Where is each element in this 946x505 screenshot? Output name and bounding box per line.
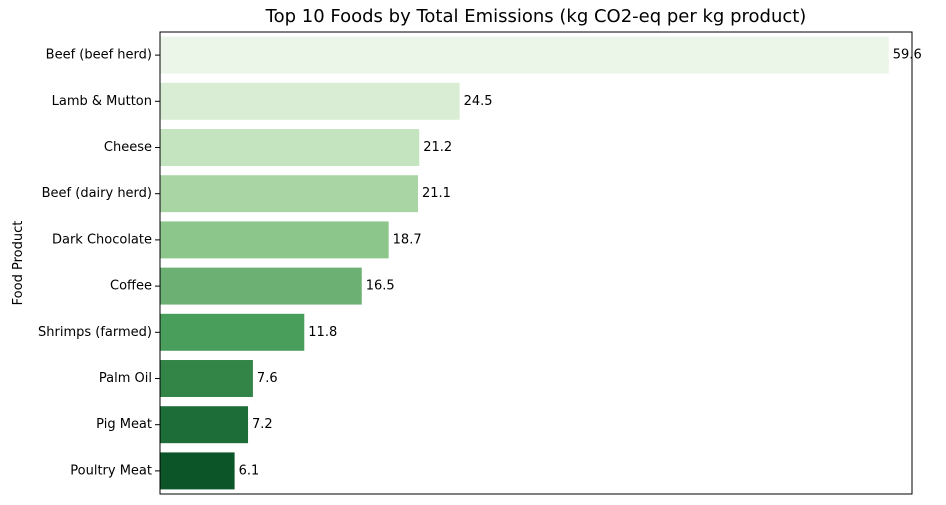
y-axis-title: Food Product [11,221,26,306]
y-tick-label: Beef (beef herd) [46,48,152,63]
y-tick-label: Coffee [110,279,152,294]
chart-title: Top 10 Foods by Total Emissions (kg CO2-… [265,6,807,27]
bar-value-label: 24.5 [464,94,493,109]
bar [160,406,249,444]
bars-layer [160,36,889,490]
bar-value-label: 59.6 [893,48,922,63]
bar [160,82,460,120]
bar-value-label: 7.2 [252,417,273,432]
bar-value-label: 7.6 [257,371,278,386]
bar-value-label: 11.8 [308,325,337,340]
bar [160,360,253,397]
bar [160,129,420,166]
bar [160,221,389,259]
bar [160,175,419,213]
bar [160,452,235,490]
labels-layer: Beef (beef herd) 59.6 Lamb & Mutton 24.5 Che… [38,48,922,479]
bar-value-label: 21.2 [423,140,452,155]
y-tick-label: Palm Oil [99,371,152,386]
y-tick-label: Pig Meat [96,417,152,432]
bar [160,36,889,74]
plot-frame [159,31,913,495]
y-tick-label: Shrimps (farmed) [38,325,152,340]
y-tick-label: Poultry Meat [70,463,152,478]
bar-value-label: 21.1 [422,186,451,201]
bar-value-label: 6.1 [239,463,260,478]
bar [160,313,305,351]
y-tick-label: Dark Chocolate [52,232,152,247]
y-tick-label: Beef (dairy herd) [42,186,152,201]
bar-value-label: 18.7 [393,232,422,247]
y-tick-label: Cheese [104,140,152,155]
bar [160,267,362,305]
bar-value-label: 16.5 [366,279,395,294]
y-tick-label: Lamb & Mutton [52,94,152,109]
